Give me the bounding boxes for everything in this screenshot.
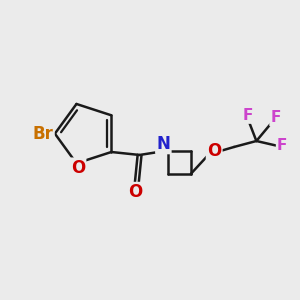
Text: N: N	[156, 135, 170, 153]
Text: F: F	[271, 110, 281, 125]
Text: O: O	[71, 159, 85, 177]
Text: Br: Br	[33, 125, 53, 143]
Text: O: O	[128, 183, 142, 201]
Text: O: O	[207, 142, 221, 160]
Text: F: F	[242, 108, 253, 123]
Text: F: F	[277, 138, 287, 153]
